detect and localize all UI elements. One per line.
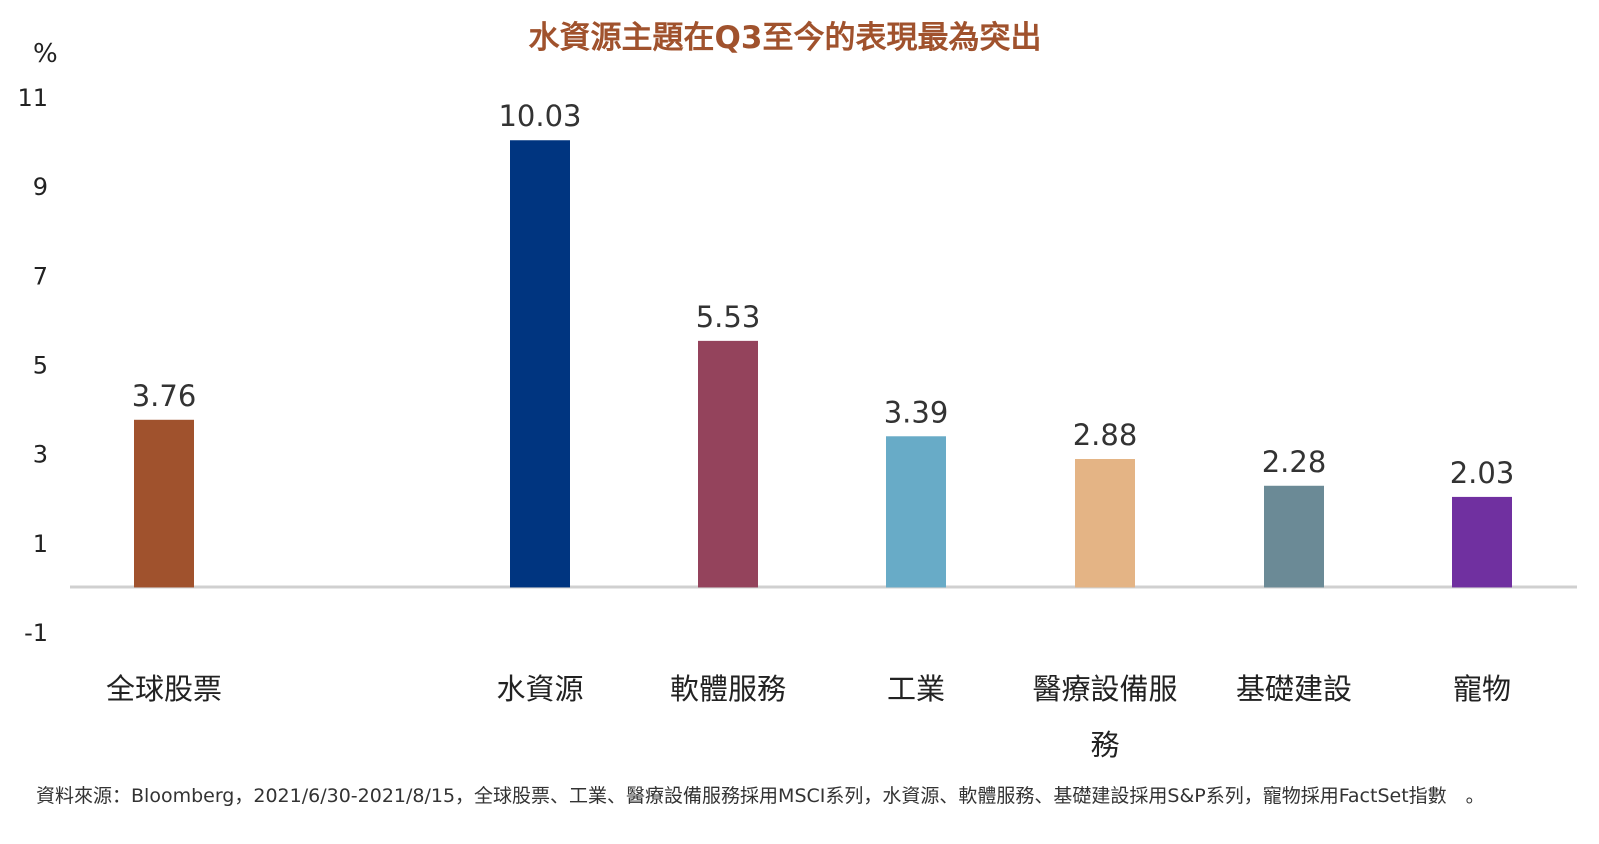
- y-axis-ticks: 11 9 7 5 3 1 -1: [17, 84, 48, 647]
- data-label: 2.03: [1450, 456, 1515, 490]
- bar: [134, 419, 194, 588]
- y-axis-unit: %: [33, 39, 58, 69]
- data-labels: 3.76 10.03 5.53 3.39 2.88 2.28 2.03: [132, 99, 1515, 490]
- source-note: 資料來源：Bloomberg，2021/6/30-2021/8/15，全球股票、…: [36, 785, 1485, 807]
- category-label: 寵物: [1453, 672, 1511, 706]
- category-label: 全球股票: [106, 672, 222, 706]
- data-label: 5.53: [696, 300, 761, 334]
- y-tick-label: 7: [33, 262, 48, 290]
- category-labels: 全球股票 水資源 軟體服務 工業 醫療設備服務 基礎建設 寵物: [106, 672, 1511, 762]
- category-label: 軟體服務: [670, 672, 786, 706]
- category-label: 工業: [887, 672, 945, 706]
- y-tick-label: 9: [33, 173, 48, 201]
- y-tick-label: 11: [17, 84, 48, 112]
- data-label: 2.88: [1073, 418, 1138, 452]
- y-tick-label: 5: [33, 352, 48, 380]
- data-label: 2.28: [1262, 445, 1327, 479]
- bar: [510, 140, 570, 588]
- category-label: 基礎建設: [1236, 672, 1352, 706]
- data-label: 3.76: [132, 379, 197, 413]
- y-tick-label: 3: [33, 441, 48, 469]
- data-label: 3.39: [884, 395, 949, 429]
- category-label: 醫療設備服務: [1032, 672, 1177, 762]
- bar: [1264, 485, 1324, 588]
- chart-title: 水資源主題在Q3至今的表現最為突出: [529, 20, 1042, 56]
- bar: [698, 340, 758, 588]
- y-tick-label: -1: [24, 619, 48, 647]
- data-label: 10.03: [498, 99, 581, 133]
- bar: [886, 436, 946, 588]
- bar-series: [134, 140, 1512, 588]
- category-label: 水資源: [496, 672, 583, 706]
- bar: [1452, 496, 1512, 588]
- y-tick-label: 1: [33, 530, 48, 558]
- bar: [1075, 459, 1135, 588]
